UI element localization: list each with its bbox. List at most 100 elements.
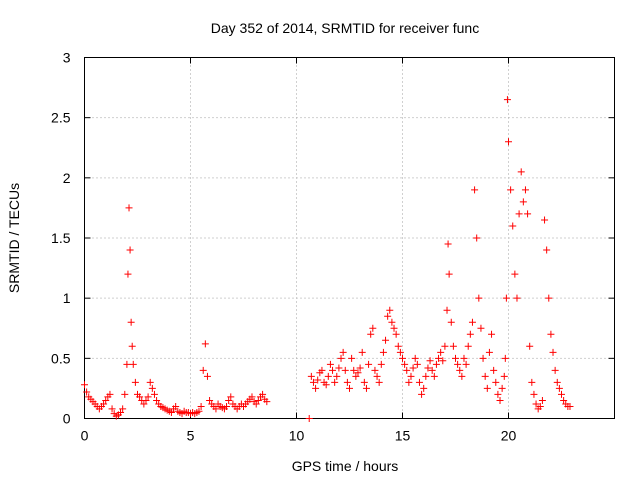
- data-point: [197, 402, 205, 410]
- data-point: [195, 407, 203, 415]
- data-point: [172, 402, 180, 410]
- data-point: [123, 360, 131, 368]
- data-point: [367, 330, 375, 338]
- x-tick-label: 20: [501, 428, 517, 444]
- data-point: [519, 198, 527, 206]
- data-point: [259, 390, 267, 398]
- data-point: [335, 364, 343, 372]
- plot-frame: [84, 57, 615, 419]
- data-point: [439, 357, 447, 365]
- y-tick-label: 3: [63, 50, 71, 66]
- data-point: [140, 400, 148, 408]
- data-point: [373, 372, 381, 380]
- data-point: [203, 372, 211, 380]
- data-point: [307, 372, 315, 380]
- data-point: [106, 390, 114, 398]
- data-point: [329, 366, 337, 374]
- x-tick-label: 10: [289, 428, 305, 444]
- data-point: [322, 381, 330, 389]
- data-point: [454, 360, 462, 368]
- data-point: [312, 384, 320, 392]
- data-point: [341, 366, 349, 374]
- data-point: [468, 318, 476, 326]
- data-point: [129, 360, 137, 368]
- data-point: [405, 378, 413, 386]
- data-point: [483, 384, 491, 392]
- data-point: [447, 318, 455, 326]
- data-point: [428, 366, 436, 374]
- data-point: [142, 396, 150, 404]
- data-point: [426, 357, 434, 365]
- data-point: [420, 384, 428, 392]
- data-point: [309, 378, 317, 386]
- data-point: [403, 366, 411, 374]
- data-point: [100, 400, 108, 408]
- data-point: [83, 388, 91, 396]
- data-point: [494, 390, 502, 398]
- data-point: [227, 393, 235, 401]
- data-point: [521, 186, 529, 194]
- data-point: [464, 342, 472, 350]
- data-point: [126, 246, 134, 254]
- data-point: [131, 378, 139, 386]
- data-point: [496, 396, 504, 404]
- data-point: [223, 402, 231, 410]
- data-point: [477, 324, 485, 332]
- data-point: [127, 318, 135, 326]
- grid-lines: [84, 57, 615, 419]
- data-point: [473, 234, 481, 242]
- data-point: [415, 378, 423, 386]
- data-point: [551, 366, 559, 374]
- chart-title: Day 352 of 2014, SRMTID for receiver fun…: [211, 20, 479, 36]
- data-point: [407, 372, 415, 380]
- data-point: [369, 324, 377, 332]
- data-point: [324, 372, 332, 380]
- data-point: [515, 210, 523, 218]
- data-point: [449, 342, 457, 350]
- data-point: [543, 246, 551, 254]
- data-point: [167, 408, 175, 416]
- data-point: [541, 216, 549, 224]
- data-point: [460, 354, 468, 362]
- y-tick-labels: 0 0.5 1 1.5 2 2.5 3: [51, 50, 71, 427]
- data-point: [81, 381, 88, 389]
- y-tick-label: 2.5: [51, 110, 71, 126]
- data-point: [538, 396, 546, 404]
- data-point: [481, 372, 489, 380]
- data-point: [418, 390, 426, 398]
- data-point: [524, 210, 532, 218]
- y-tick-label: 2: [63, 170, 71, 186]
- data-point: [399, 354, 406, 362]
- data-point: [326, 360, 334, 368]
- data-point: [437, 348, 445, 356]
- data-point: [354, 369, 362, 377]
- data-point: [530, 390, 538, 398]
- data-point: [225, 396, 233, 404]
- y-tick-label: 1: [63, 290, 71, 306]
- data-point: [333, 372, 341, 380]
- data-point: [560, 396, 568, 404]
- data-point: [252, 400, 260, 408]
- data-point: [384, 312, 392, 320]
- data-point: [475, 294, 483, 302]
- data-point: [432, 360, 440, 368]
- data-point: [409, 364, 417, 372]
- data-point: [119, 405, 127, 413]
- data-point: [490, 366, 498, 374]
- data-point: [411, 354, 419, 362]
- data-point: [532, 400, 540, 408]
- data-point: [517, 168, 525, 176]
- data-point: [339, 348, 347, 356]
- data-point: [362, 384, 370, 392]
- data-point: [553, 378, 561, 386]
- data-point: [108, 405, 116, 413]
- data-point: [318, 366, 326, 374]
- data-point: [536, 402, 544, 410]
- data-point: [382, 336, 390, 344]
- data-point: [144, 393, 152, 401]
- data-point: [199, 366, 207, 374]
- data-point: [124, 270, 132, 278]
- x-tick-label: 0: [81, 428, 89, 444]
- data-point: [555, 384, 563, 392]
- data-point: [117, 408, 125, 416]
